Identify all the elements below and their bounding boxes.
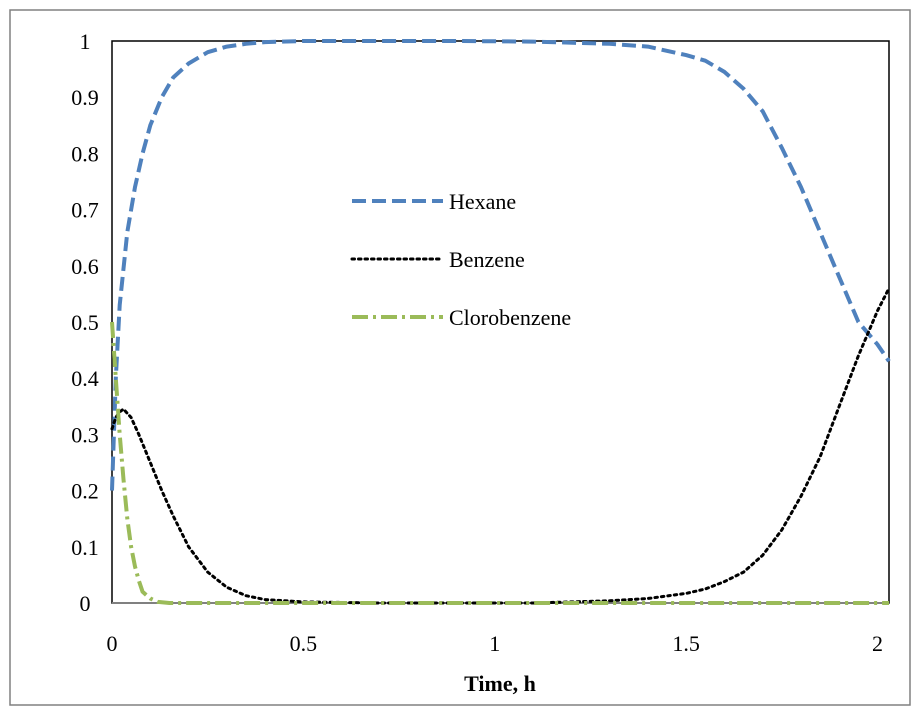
y-tick-label: 0.2 — [71, 479, 99, 504]
y-tick-label: 0.7 — [71, 198, 99, 223]
y-tick-label: 1 — [80, 29, 91, 54]
x-tick-label: 0.5 — [290, 631, 318, 656]
series-line-hexane — [110, 39, 891, 491]
legend: Hexane Benzene Clorobenzene — [350, 189, 571, 330]
x-axis-title: Time, h — [464, 671, 536, 696]
x-tick-label: 2 — [872, 631, 883, 656]
x-tick-labels: 0 0.5 1 1.5 2 — [107, 631, 884, 656]
series-line-clorobenzene — [110, 321, 889, 605]
y-tick-label: 0.4 — [71, 366, 99, 391]
legend-label-hexane: Hexane — [449, 189, 516, 214]
x-tick-label: 1.5 — [672, 631, 700, 656]
legend-label-clorobenzene: Clorobenzene — [449, 305, 571, 330]
legend-label-benzene: Benzene — [449, 247, 525, 272]
y-tick-label: 0.5 — [71, 310, 99, 335]
y-tick-label: 0.3 — [71, 422, 99, 447]
x-tick-label: 1 — [489, 631, 500, 656]
x-tick-label: 0 — [107, 631, 118, 656]
y-tick-label: 0.1 — [71, 535, 99, 560]
y-tick-labels: 0 0.1 0.2 0.3 0.4 0.5 0.6 0.7 0.8 0.9 1 — [71, 29, 99, 616]
series-layer — [110, 39, 891, 605]
chart-outer-border — [9, 9, 911, 706]
y-tick-label: 0.6 — [71, 254, 99, 279]
y-tick-label: 0 — [80, 591, 91, 616]
y-tick-label: 0.8 — [71, 141, 99, 166]
y-tick-label: 0.9 — [71, 85, 99, 110]
